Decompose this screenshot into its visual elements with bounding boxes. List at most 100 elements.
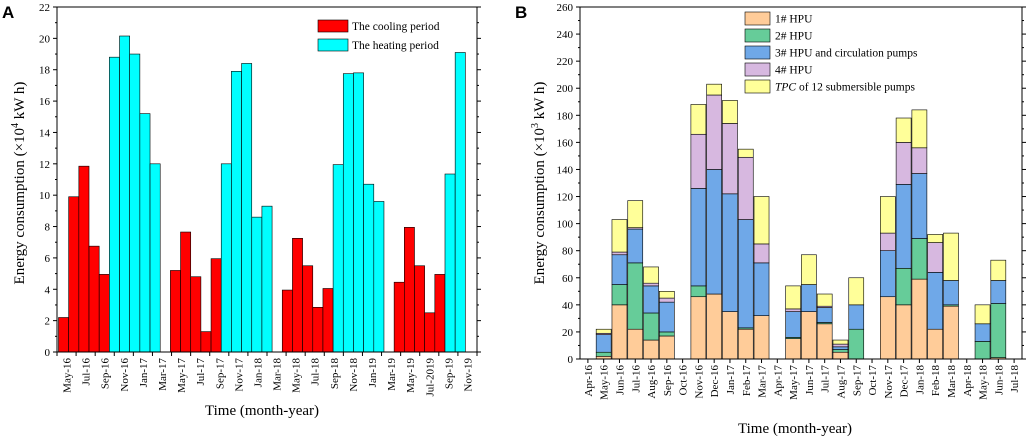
bar-segment-s0-10 [737, 328, 754, 360]
bar-segment-s2-10 [737, 219, 754, 329]
y-tick-label: 120 [557, 192, 574, 204]
bar-cooling-24 [302, 265, 314, 353]
bar-cooling-0 [58, 317, 69, 353]
bar-segment-s0-21 [911, 278, 928, 360]
bar-cooling-13 [190, 276, 202, 353]
x-tick-label: Mar-18 [946, 365, 958, 398]
y-tick-label: 200 [557, 83, 574, 95]
bar-cooling-33 [393, 281, 405, 353]
bar-segment-s2-19 [880, 250, 896, 298]
bar-segment-s3-9 [722, 123, 738, 195]
bar-segment-s3-7 [690, 133, 707, 189]
x-tick-label: Jan-17 [725, 365, 737, 395]
bar-cooling-12 [180, 231, 192, 353]
bar-segment-s0-22 [927, 328, 943, 360]
bar-heating-18 [241, 63, 253, 353]
y-tick-label: 260 [557, 2, 574, 14]
x-tick-label: Mar-17 [157, 358, 169, 391]
bar-heating-9 [149, 163, 161, 353]
bar-cooling-37 [434, 274, 446, 353]
y-tick-label: 20 [39, 33, 51, 45]
x-tick-label: Oct-16 [678, 365, 690, 396]
bar-heating-8 [139, 113, 151, 353]
legend-swatch [744, 45, 771, 60]
legend-label: 4# HPU [775, 65, 813, 77]
panel-a-chart: A 0 2 4 6 8 10 12 14 16 18 20 22 May-16 Jul-16 Sep-16… [2, 2, 481, 419]
bar-segment-s3-8 [706, 94, 722, 170]
bar-segment-s2-23 [943, 280, 959, 306]
bar-cooling-35 [414, 265, 425, 353]
panel-a-legend: The cooling period The heating period [317, 19, 440, 52]
x-tick-label: Aug-16 [646, 365, 658, 399]
bar-segment-s1-1 [595, 351, 612, 357]
bar-segment-s3-20 [895, 142, 912, 185]
y-tick-label: 18 [39, 65, 51, 77]
x-tick-label: Dec-17 [899, 365, 911, 398]
legend-swatch [744, 28, 771, 43]
bar-heating-38 [444, 173, 456, 353]
bar-segment-s3-19 [880, 232, 896, 251]
x-tick-label: Dec-16 [709, 365, 721, 398]
bar-segment-s2-13 [785, 311, 801, 338]
bar-cooling-4 [98, 274, 110, 353]
x-tick-label: Jan-17 [138, 358, 150, 388]
x-tick-label: Jul-17 [195, 358, 207, 386]
y-tick-label: 6 [45, 253, 51, 265]
x-tick-label: Jul-18 [1009, 365, 1021, 393]
bar-segment-s4-21 [911, 109, 928, 149]
x-tick-label: Mar-18 [272, 358, 284, 391]
x-tick-label: Apr-17 [772, 365, 784, 397]
x-tick-label: Jun-17 [804, 365, 816, 395]
bar-cooling-36 [424, 312, 436, 353]
bar-cooling-26 [322, 288, 334, 353]
legend-swatch [744, 11, 771, 26]
bar-segment-s3-5 [659, 297, 675, 303]
x-tick-label: Nov-16 [693, 365, 705, 399]
bar-cooling-2 [78, 165, 90, 353]
bar-segment-s0-7 [690, 296, 707, 360]
y-tick-label: 160 [557, 137, 574, 149]
bar-segment-s2-14 [801, 284, 817, 312]
bar-cooling-25 [312, 307, 324, 353]
bar-heating-5 [109, 56, 120, 353]
bar-heating-29 [353, 72, 364, 353]
x-tick-label: Jan-18 [914, 365, 926, 395]
bar-cooling-1 [68, 196, 80, 353]
bar-segment-s2-11 [753, 262, 770, 316]
x-tick-label: Jul-17 [820, 365, 832, 393]
bar-segment-s4-22 [927, 234, 943, 243]
panel-b-x-axis-title: Time (month-year) [738, 421, 852, 437]
bar-segment-s0-2 [611, 304, 628, 360]
bar-cooling-14 [200, 331, 212, 353]
x-tick-label: May-18 [291, 358, 303, 393]
panel-b-legend: 1# HPU 2# HPU 3# HPU and circulation pumps… [744, 11, 918, 94]
y-tick-label: 0 [45, 347, 51, 359]
x-tick-label: Sep-17 [851, 365, 863, 397]
bar-heating-6 [119, 35, 130, 353]
bar-segment-s4-7 [690, 104, 707, 135]
bar-segment-s0-16 [832, 351, 849, 360]
bar-segment-s2-21 [911, 173, 928, 239]
panel-a-letter: A [2, 3, 14, 22]
bar-segment-s2-8 [706, 169, 722, 295]
bar-cooling-23 [292, 238, 303, 353]
y-tick-label: 140 [557, 164, 574, 176]
bar-segment-s1-5 [659, 331, 675, 337]
bar-segment-s0-20 [895, 304, 912, 360]
x-tick-label: May-18 [978, 365, 990, 400]
bar-heating-17 [231, 70, 242, 353]
legend-swatch [744, 79, 771, 94]
x-tick-label: Nov-18 [348, 358, 360, 392]
bar-segment-s2-2 [611, 254, 628, 285]
bar-segment-s4-9 [722, 100, 738, 124]
x-tick-label: Nov-17 [233, 358, 245, 392]
x-tick-label: May-19 [405, 358, 417, 393]
bar-segment-s2-22 [927, 272, 943, 330]
x-tick-label: Sep-18 [329, 358, 341, 390]
bar-segment-s3-16 [832, 343, 849, 348]
bar-segment-s2-9 [722, 193, 738, 312]
panel-a-x-axis-title: Time (month-year) [205, 403, 319, 419]
bar-segment-s0-23 [943, 305, 959, 360]
y-tick-label: 8 [45, 222, 51, 234]
bar-heating-31 [373, 201, 385, 353]
